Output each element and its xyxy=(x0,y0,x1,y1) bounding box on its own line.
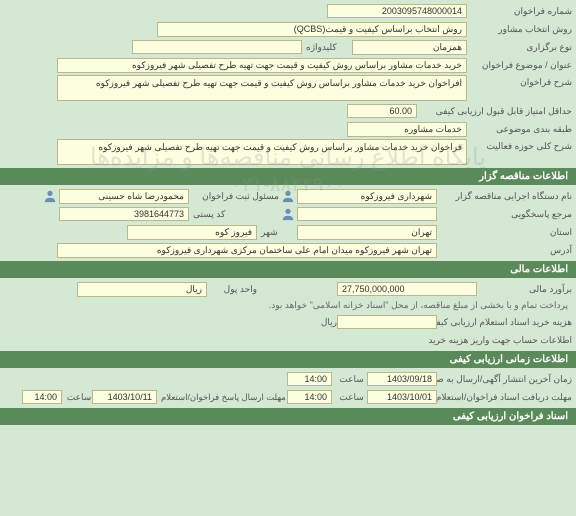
doc-cost-currency: ریال xyxy=(307,317,337,328)
category-field: خدمات مشاوره xyxy=(347,122,467,137)
financial-section-header: اطلاعات مالی xyxy=(0,261,576,278)
min-score-field: 60.00 xyxy=(347,104,417,118)
tender-number-label: شماره فراخوان xyxy=(467,6,572,17)
financial-section: برآورد مالی 27,750,000,000 واحد پول ریال… xyxy=(0,278,576,351)
doc-cost-label: هزینه خرید اسناد استعلام ارزیابی کیفی xyxy=(437,317,572,328)
selection-method-field: روش انتخاب براساس کیفیت و قیمت(QCBS) xyxy=(157,22,467,37)
estimate-field: 27,750,000,000 xyxy=(337,282,477,296)
timing-section: زمان آخرین انتشار آگهی/ارسال به صفحه اعل… xyxy=(0,368,576,408)
doc-cost-field xyxy=(337,315,437,329)
min-score-label: حداقل امتیاز قابل قبول ارزیابی کیفی xyxy=(417,106,572,117)
timing-section-header: اطلاعات زمانی ارزیابی کیفی xyxy=(0,351,576,368)
estimate-label: برآورد مالی xyxy=(477,284,572,295)
receive-time-field: 14:00 xyxy=(287,390,332,404)
tenderer-section: نام دستگاه اجرایی مناقصه گزار شهرداری فی… xyxy=(0,185,576,261)
general-section: شماره فراخوان 2003095748000014 روش انتخا… xyxy=(0,0,576,168)
publish-time-field: 14:00 xyxy=(287,372,332,386)
title-label: عنوان / موضوع فراخوان xyxy=(467,60,572,71)
activity-field: فراخوان خرید خدمات مشاور براساس روش کیفی… xyxy=(57,139,467,165)
province-field: تهران xyxy=(297,225,437,240)
tenderer-section-header: اطلاعات مناقصه گزار xyxy=(0,168,576,185)
title-field: خرید خدمات مشاور براساس روش کیفیت و قیمت… xyxy=(57,58,467,73)
tender-number-field: 2003095748000014 xyxy=(327,4,467,18)
send-time-field: 14:00 xyxy=(22,390,62,404)
responder-label: مرجع پاسخگویی xyxy=(437,209,572,220)
holding-type-label: نوع برگزاری xyxy=(467,42,572,53)
publish-label: زمان آخرین انتشار آگهی/ارسال به صفحه اعل… xyxy=(437,374,572,385)
time-label: ساعت xyxy=(332,392,367,403)
city-field: فیروز کوه xyxy=(127,225,257,240)
holding-type-field: همزمان xyxy=(352,40,467,55)
user-icon xyxy=(281,207,295,221)
province-label: استان xyxy=(437,227,572,238)
send-date-field: 1403/10/11 xyxy=(92,390,157,404)
org-label: نام دستگاه اجرایی مناقصه گزار xyxy=(437,191,572,202)
publish-date-field: 1403/09/18 xyxy=(367,372,437,386)
user-icon xyxy=(43,189,57,203)
postal-code-field: 3981644773 xyxy=(59,207,189,221)
registrar-field: محمودرضا شاه حسینی xyxy=(59,189,189,204)
account-label: اطلاعات حساب جهت واریز هزینه خرید xyxy=(437,335,572,346)
postal-code-label: کد پستی xyxy=(189,209,279,220)
keywords-field xyxy=(132,40,302,54)
receive-date-field: 1403/10/01 xyxy=(367,390,437,404)
city-label: شهر xyxy=(257,227,297,238)
address-label: آدرس xyxy=(437,245,572,256)
category-label: طبقه بندی موضوعی xyxy=(467,124,572,135)
currency-label: واحد پول xyxy=(207,284,257,295)
footer-section-header: اسناد فراخوان ارزیابی کیفی xyxy=(0,408,576,425)
desc-field: افراخوان خرید خدمات مشاور براساس روش کیف… xyxy=(57,75,467,101)
time-label: ساعت xyxy=(62,392,92,403)
desc-label: شرح فراخوان xyxy=(467,75,572,88)
selection-method-label: روش انتخاب مشاور xyxy=(467,24,572,35)
send-label: مهلت ارسال پاسخ فراخوان/استعلام xyxy=(157,392,287,403)
financial-note: پرداخت تمام و یا بخشی از مبلغ مناقصه، از… xyxy=(0,298,576,313)
user-icon xyxy=(281,189,295,203)
currency-field: ریال xyxy=(77,282,207,297)
responder-field xyxy=(297,207,437,221)
address-field: تهران شهر فیروزکوه میدان امام علی ساختما… xyxy=(57,243,437,258)
activity-label: شرح کلی حوزه فعالیت xyxy=(467,139,572,152)
receive-label: مهلت دریافت اسناد فراخوان/استعلام xyxy=(437,392,572,403)
org-field: شهرداری فیروزکوه xyxy=(297,189,437,204)
time-label: ساعت xyxy=(332,374,367,385)
registrar-label: مسئول ثبت فراخوان xyxy=(189,191,279,202)
keywords-label: کلیدواژه xyxy=(302,42,352,53)
